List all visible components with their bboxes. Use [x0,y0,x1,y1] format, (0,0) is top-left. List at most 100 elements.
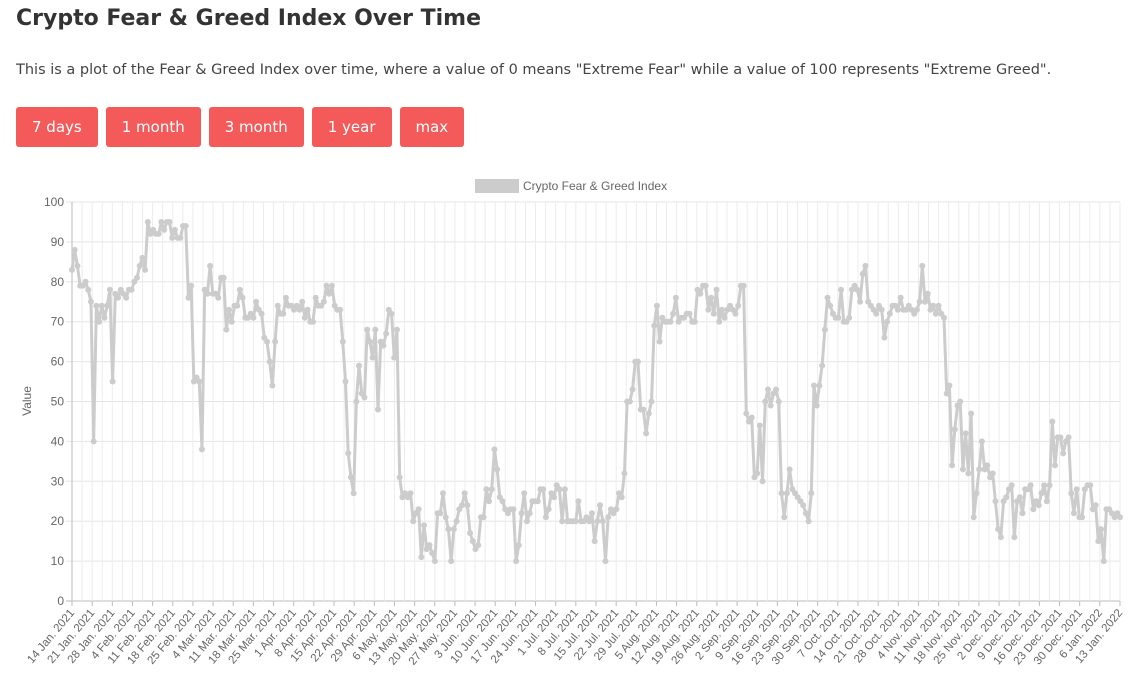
data-point[interactable] [177,234,184,241]
data-point[interactable] [450,526,457,533]
data-point[interactable] [274,302,281,309]
data-point[interactable] [1060,450,1067,457]
data-point[interactable] [320,298,327,305]
data-point[interactable] [356,362,363,369]
data-point[interactable] [559,518,566,525]
data-point[interactable] [1087,482,1094,489]
data-point[interactable] [930,302,937,309]
data-point[interactable] [922,298,929,305]
range-7-days-button[interactable]: 7 days [16,107,98,147]
data-point[interactable] [109,378,116,385]
data-point[interactable] [835,314,842,321]
data-point[interactable] [1019,510,1026,517]
data-point[interactable] [220,274,227,281]
data-point[interactable] [808,490,815,497]
data-point[interactable] [312,294,319,301]
data-point[interactable] [106,286,113,293]
data-point[interactable] [781,514,788,521]
data-point[interactable] [970,514,977,521]
data-point[interactable] [984,462,991,469]
data-point[interactable] [989,470,996,477]
range-1-year-button[interactable]: 1 year [311,107,392,147]
data-point[interactable] [74,262,81,269]
data-point[interactable] [155,230,162,237]
data-point[interactable] [542,514,549,521]
data-point[interactable] [104,302,111,309]
data-point[interactable] [1030,506,1037,513]
data-point[interactable] [919,262,926,269]
data-point[interactable] [759,478,766,485]
data-point[interactable] [775,398,782,405]
data-point[interactable] [605,514,612,521]
data-point[interactable] [713,286,720,293]
data-point[interactable] [185,294,192,301]
data-point[interactable] [236,286,243,293]
data-point[interactable] [992,498,999,505]
data-point[interactable] [464,502,471,509]
data-point[interactable] [618,494,625,501]
data-point[interactable] [1057,434,1064,441]
data-point[interactable] [672,294,679,301]
data-point[interactable] [656,338,663,345]
data-point[interactable] [407,490,414,497]
data-point[interactable] [139,254,146,261]
data-point[interactable] [586,518,593,525]
data-point[interactable] [1049,418,1056,425]
data-point[interactable] [90,438,97,445]
data-point[interactable] [123,294,130,301]
data-point[interactable] [534,498,541,505]
data-point[interactable] [494,466,501,473]
data-point[interactable] [884,318,891,325]
data-point[interactable] [935,302,942,309]
data-point[interactable] [169,234,176,241]
data-point[interactable] [188,282,195,289]
data-point[interactable] [366,338,373,345]
data-point[interactable] [1098,526,1105,533]
data-point[interactable] [859,270,866,277]
data-point[interactable] [1092,502,1099,509]
data-point[interactable] [756,422,763,429]
data-point[interactable] [708,294,715,301]
data-point[interactable] [762,398,769,405]
data-point[interactable] [415,506,422,513]
data-point[interactable] [328,282,335,289]
data-point[interactable] [1079,514,1086,521]
data-point[interactable] [959,466,966,473]
data-point[interactable] [526,510,533,517]
data-point[interactable] [897,294,904,301]
data-point[interactable] [881,334,888,341]
data-point[interactable] [976,466,983,473]
data-point[interactable] [800,502,807,509]
data-point[interactable] [648,398,655,405]
data-point[interactable] [997,534,1004,541]
data-point[interactable] [388,310,395,317]
data-point[interactable] [545,506,552,513]
data-point[interactable] [266,358,273,365]
data-point[interactable] [735,302,742,309]
data-point[interactable] [93,302,100,309]
data-point[interactable] [721,314,728,321]
data-point[interactable] [440,490,446,497]
data-point[interactable] [182,222,189,229]
data-point[interactable] [827,302,834,309]
data-point[interactable] [878,306,885,313]
data-point[interactable] [643,430,650,437]
data-point[interactable] [491,446,498,453]
data-point[interactable] [339,338,346,345]
data-point[interactable] [591,538,598,545]
data-point[interactable] [621,470,628,477]
data-point[interactable] [667,318,674,325]
data-point[interactable] [375,406,382,413]
data-point[interactable] [778,490,785,497]
data-point[interactable] [857,298,864,305]
data-point[interactable] [932,310,939,317]
data-point[interactable] [475,542,482,549]
data-point[interactable] [973,490,980,497]
data-point[interactable] [924,290,931,297]
data-point[interactable] [1038,490,1045,497]
range-1-month-button[interactable]: 1 month [105,107,201,147]
data-point[interactable] [838,286,845,293]
data-point[interactable] [594,518,601,525]
data-point[interactable] [71,246,78,253]
data-point[interactable] [448,558,455,565]
